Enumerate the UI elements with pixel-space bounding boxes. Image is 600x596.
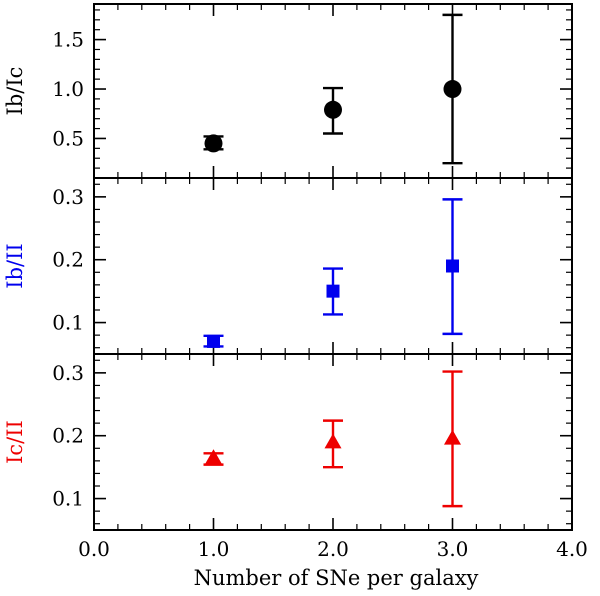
y-tick-label: 0.2: [52, 424, 84, 448]
y-axis-label-top: Ib/Ic: [3, 67, 27, 116]
data-point-middle-3: [446, 259, 459, 273]
errorbar-bottom-2: [323, 419, 343, 469]
panel-bottom: 0.1 0.2 0.3 Ic/II: [3, 353, 573, 531]
data-point-bottom-3: [444, 429, 461, 445]
data-point-top-1: [204, 134, 223, 153]
errorbar-middle-3: [442, 198, 463, 336]
x-axis-label: Number of SNe per galaxy: [194, 566, 479, 590]
data-point-middle-1: [207, 334, 220, 348]
y-tick-label: 0.1: [52, 487, 84, 511]
errorbar-bottom-1: [203, 449, 224, 466]
x-tick-label: 3.0: [437, 537, 469, 561]
y-tick-label: 1.0: [52, 77, 84, 101]
y-axis-label-bottom: Ic/II: [3, 420, 27, 464]
data-point-top-3: [443, 80, 462, 99]
errorbar-top-1: [203, 134, 224, 153]
errorbar-top-3: [442, 13, 463, 165]
y-tick-label: 1.5: [52, 28, 84, 52]
x-tick-label: 0.0: [78, 537, 110, 561]
y-axis-label-middle: Ib/II: [3, 243, 27, 288]
errorbar-top-2: [323, 86, 343, 135]
x-tick-label: 4.0: [556, 537, 588, 561]
data-point-bottom-2: [324, 433, 342, 449]
errorbar-bottom-3: [442, 370, 463, 508]
y-tick-label: 0.1: [52, 311, 84, 335]
y-tick-label: 0.3: [52, 185, 84, 209]
panels: 0.5 1.0 1.5 Ib/Ic 0.1 0.2 0.3 Ib/II 0.1 0.2 0.3 Ic/…: [3, 3, 573, 531]
x-tick-label: 2.0: [317, 537, 349, 561]
data-point-top-2: [324, 100, 342, 119]
x-tick-label: 1.0: [198, 537, 230, 561]
y-tick-label: 0.3: [52, 361, 84, 385]
shared-x-axis: 0.0 1.0 2.0 3.0 4.0 Number of SNe per galaxy: [78, 537, 588, 590]
data-point-middle-2: [326, 284, 340, 298]
data-point-bottom-1: [205, 449, 222, 465]
y-tick-label: 0.2: [52, 248, 84, 272]
y-tick-label: 0.5: [52, 126, 84, 150]
errorbar-middle-2: [323, 267, 343, 316]
errorbar-middle-1: [203, 334, 224, 348]
